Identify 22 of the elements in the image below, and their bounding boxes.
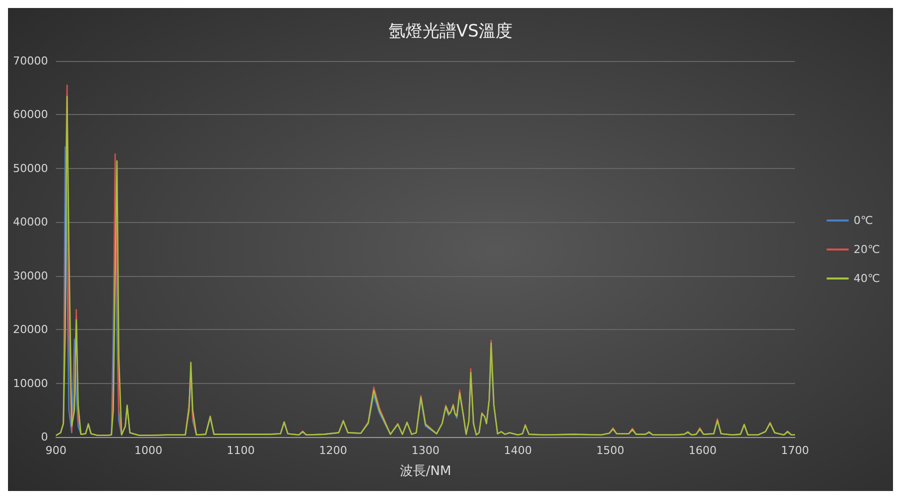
x-tick-label: 1200 [319, 444, 348, 457]
y-tick-label: 60000 [13, 108, 48, 122]
legend-label: 20℃ [854, 243, 880, 256]
x-tick-label: 900 [46, 444, 66, 457]
y-tick-label: 40000 [13, 216, 48, 229]
y-tick-label: 30000 [13, 269, 48, 282]
y-tick-label: 50000 [13, 162, 48, 175]
x-tick-label: 1300 [412, 444, 440, 457]
x-tick-label: 1500 [596, 444, 624, 457]
y-tick-label: 20000 [13, 323, 48, 336]
x-axis-title: 波長/NM [400, 464, 452, 479]
legend-label: 0℃ [854, 214, 874, 227]
x-tick-label: 1400 [504, 444, 532, 457]
legend-label: 40℃ [854, 272, 880, 285]
y-tick-label: 10000 [13, 376, 48, 390]
x-tick-label: 1700 [781, 444, 809, 457]
y-tick-label: 0 [41, 430, 48, 444]
x-tick-label: 1000 [134, 444, 162, 457]
chart-title: 氬燈光譜VS溫度 [388, 22, 513, 42]
y-tick-label: 70000 [13, 54, 48, 68]
x-tick-label: 1100 [226, 444, 255, 457]
x-tick-label: 1600 [688, 444, 717, 457]
